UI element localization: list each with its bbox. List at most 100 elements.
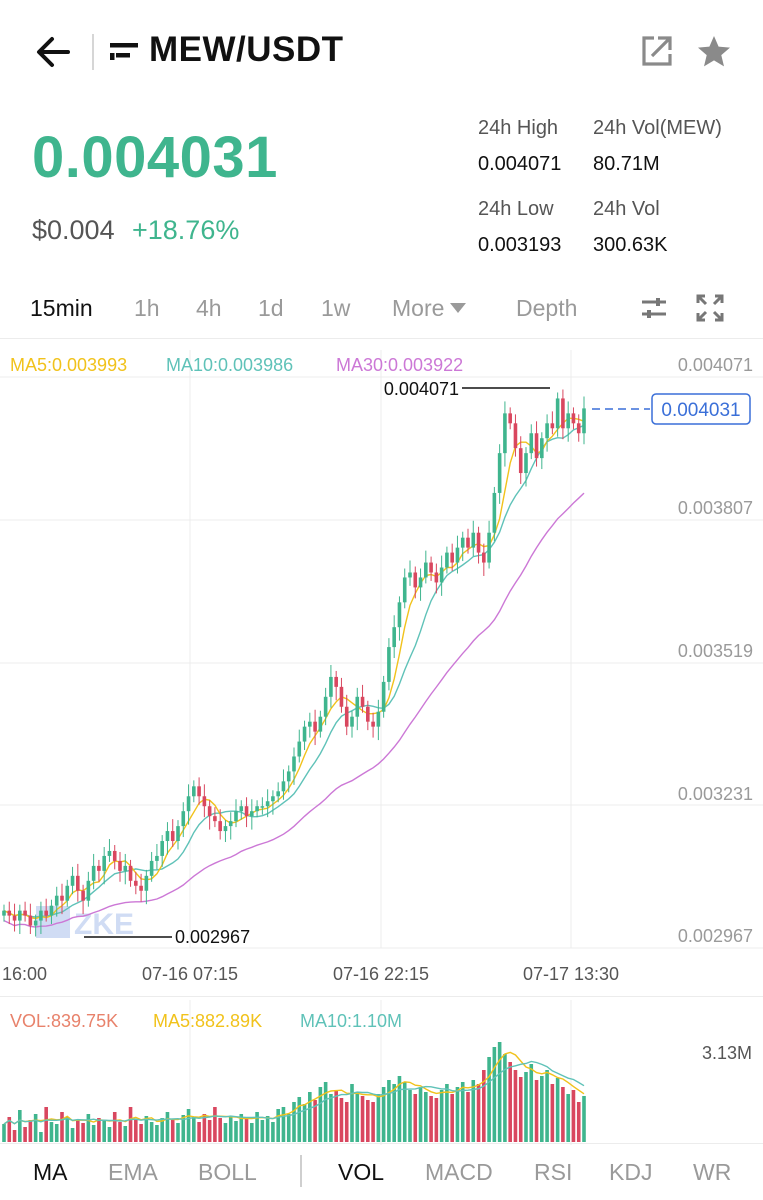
candle-body bbox=[566, 413, 570, 429]
candle bbox=[344, 694, 349, 736]
candle bbox=[2, 904, 6, 922]
volume-bar bbox=[128, 1107, 133, 1142]
candle-body bbox=[86, 880, 91, 901]
candle-body bbox=[144, 875, 149, 891]
settings-sliders-icon[interactable] bbox=[638, 292, 670, 324]
candle bbox=[160, 835, 164, 867]
volume-bar bbox=[213, 1107, 217, 1142]
candle bbox=[497, 444, 502, 504]
star-icon[interactable] bbox=[694, 32, 734, 72]
volume-bar bbox=[445, 1084, 449, 1142]
candle bbox=[197, 777, 201, 805]
candle bbox=[60, 883, 64, 915]
candle-body bbox=[381, 681, 386, 712]
candle bbox=[524, 447, 528, 487]
candle-body bbox=[318, 716, 323, 732]
indicator-wr[interactable]: WR bbox=[693, 1159, 732, 1185]
volume-bar bbox=[54, 1124, 59, 1142]
indicator-rsi[interactable]: RSI bbox=[534, 1159, 573, 1185]
fullscreen-icon[interactable] bbox=[694, 292, 726, 324]
candle-body bbox=[450, 552, 454, 563]
svg-text:ZKE: ZKE bbox=[74, 908, 134, 941]
candle bbox=[529, 424, 534, 460]
candle-body bbox=[350, 716, 354, 727]
vol-ma5-legend: MA5:882.89K bbox=[153, 1011, 262, 1031]
candle bbox=[271, 790, 275, 815]
candle-body bbox=[582, 408, 586, 434]
tab-more[interactable]: More bbox=[392, 294, 467, 322]
candle-body bbox=[308, 721, 312, 727]
volume-bar bbox=[102, 1121, 106, 1142]
indicator-ema[interactable]: EMA bbox=[108, 1159, 158, 1185]
candle bbox=[234, 799, 238, 828]
candle-body bbox=[313, 721, 317, 732]
candle-body bbox=[466, 537, 470, 548]
volume-bar bbox=[561, 1087, 565, 1142]
volume-bar bbox=[439, 1090, 444, 1142]
volume-bar bbox=[76, 1120, 80, 1142]
candle-body bbox=[471, 532, 476, 548]
candle bbox=[281, 769, 286, 800]
volume-bar bbox=[44, 1107, 48, 1142]
candle bbox=[165, 822, 170, 855]
y-tick-2: 0.003807 bbox=[678, 498, 753, 518]
indicator-vol[interactable]: VOL bbox=[338, 1159, 385, 1185]
candle-body bbox=[329, 676, 333, 697]
arrow-left-icon[interactable] bbox=[30, 30, 74, 74]
volume-bar bbox=[186, 1109, 191, 1142]
volume-bar bbox=[540, 1076, 544, 1142]
indicator-ma[interactable]: MA bbox=[33, 1159, 68, 1185]
volume-bar bbox=[571, 1090, 576, 1142]
candle-body bbox=[244, 806, 249, 817]
candle-body bbox=[334, 676, 338, 687]
volume-bar bbox=[534, 1080, 539, 1142]
candle bbox=[218, 809, 222, 840]
candle-body bbox=[165, 831, 170, 842]
volume-bar bbox=[218, 1118, 222, 1142]
vol-base-label: 24h Vol(MEW) bbox=[593, 117, 722, 139]
volume-bar bbox=[228, 1116, 233, 1142]
candle-body bbox=[44, 910, 48, 916]
candle bbox=[318, 710, 323, 738]
tab-4h[interactable]: 4h bbox=[196, 295, 222, 321]
candle bbox=[149, 851, 154, 882]
low-value: 0.003193 bbox=[478, 234, 562, 256]
tab-1w[interactable]: 1w bbox=[321, 295, 351, 321]
volume-bar bbox=[313, 1100, 317, 1142]
candle-body bbox=[503, 413, 507, 454]
candle bbox=[155, 844, 159, 870]
indicator-boll[interactable]: BOLL bbox=[198, 1159, 257, 1185]
share-external-icon[interactable] bbox=[638, 32, 676, 70]
volume-bar bbox=[223, 1123, 228, 1142]
legend-ma5: MA5:0.003993 bbox=[10, 355, 127, 375]
candle bbox=[561, 389, 565, 440]
candle-body bbox=[186, 796, 191, 812]
candle-body bbox=[439, 567, 444, 583]
x-tick-2: 07-16 07:15 bbox=[142, 964, 238, 984]
tab-15min[interactable]: 15min bbox=[30, 295, 93, 321]
volume-bar bbox=[482, 1070, 486, 1142]
price-chart[interactable]: MA5:0.003993 MA10:0.003986 MA30:0.003922… bbox=[0, 340, 763, 990]
candle-body bbox=[339, 686, 344, 707]
volume-ma10-line bbox=[3, 1060, 585, 1125]
volume-chart[interactable]: VOL:839.75K MA5:882.89K MA10:1.10M 3.13M bbox=[0, 1000, 763, 1145]
candle-body bbox=[487, 532, 491, 563]
tab-depth[interactable]: Depth bbox=[516, 295, 578, 321]
ma5-line bbox=[3, 417, 585, 920]
candle-body bbox=[107, 850, 112, 856]
tab-1d[interactable]: 1d bbox=[258, 295, 284, 321]
indicator-macd[interactable]: MACD bbox=[425, 1159, 493, 1185]
candle bbox=[213, 807, 217, 828]
tab-1h[interactable]: 1h bbox=[134, 295, 160, 321]
candle bbox=[387, 638, 391, 691]
candle-body bbox=[366, 706, 370, 722]
volume-bar bbox=[207, 1120, 212, 1142]
candle-body bbox=[28, 915, 33, 926]
indicator-kdj[interactable]: KDJ bbox=[609, 1159, 653, 1185]
candle-body bbox=[207, 806, 212, 817]
candle bbox=[471, 520, 476, 557]
candle bbox=[265, 789, 270, 818]
candle bbox=[550, 411, 555, 435]
y-tick-5: 0.002967 bbox=[678, 926, 753, 946]
candle-body bbox=[387, 647, 391, 682]
